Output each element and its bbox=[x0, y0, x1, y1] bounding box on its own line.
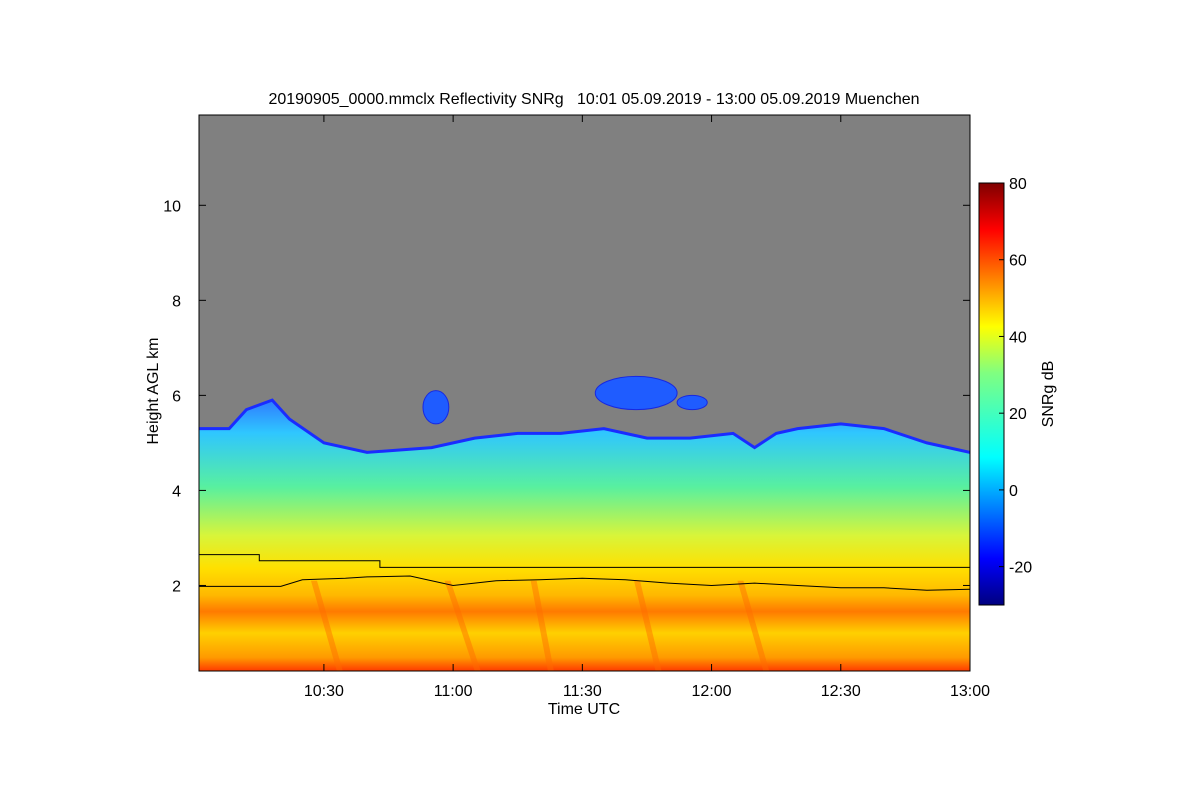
fall-streak bbox=[737, 580, 770, 671]
cloud-region bbox=[199, 400, 970, 671]
cloud-layer bbox=[199, 398, 970, 671]
x-tick-label: 12:30 bbox=[821, 683, 861, 700]
x-tick-label: 10:30 bbox=[304, 683, 344, 700]
cloud-patch bbox=[676, 394, 708, 411]
cloud-patch bbox=[422, 390, 450, 425]
chart-title: 20190905_0000.mmclx Reflectivity SNRg 10… bbox=[268, 91, 919, 108]
colorbar-ticks: -20 0 20 40 60 80 bbox=[999, 176, 1032, 577]
y-tick-label: 6 bbox=[172, 388, 181, 405]
fall-streak bbox=[310, 580, 343, 671]
cloud-patch bbox=[594, 375, 678, 411]
y-tick-label: 8 bbox=[172, 293, 181, 310]
colorbar-tick-label: 40 bbox=[1009, 329, 1027, 346]
colorbar-tick-label: 80 bbox=[1009, 176, 1027, 193]
x-axis-label: Time UTC bbox=[548, 701, 620, 718]
plot-area bbox=[199, 115, 970, 671]
colorbar-tick-label: 0 bbox=[1009, 483, 1018, 500]
y-axis-label: Height AGL km bbox=[145, 337, 162, 444]
series-line bbox=[199, 554, 970, 568]
precipitation-streaks bbox=[310, 580, 770, 671]
cloud-top-edge bbox=[199, 398, 970, 454]
y-tick-label: 4 bbox=[172, 483, 181, 500]
colorbar: -20 0 20 40 60 80 SNRg dB bbox=[978, 176, 1057, 606]
colorbar-label: SNRg dB bbox=[1040, 361, 1057, 428]
fall-streak bbox=[530, 580, 554, 671]
y-axis: 2 4 6 8 10 bbox=[163, 198, 970, 595]
series-line bbox=[199, 575, 970, 591]
fall-streak bbox=[444, 580, 481, 671]
plot-frame bbox=[198, 114, 971, 672]
colorbar-tick-label: 20 bbox=[1009, 406, 1027, 423]
colorbar-tick-label: -20 bbox=[1009, 560, 1032, 577]
y-tick-label: 10 bbox=[163, 198, 181, 215]
colorbar-tick-label: 60 bbox=[1009, 253, 1027, 270]
lines bbox=[199, 554, 970, 591]
y-tick-label: 2 bbox=[172, 578, 181, 595]
colorbar-gradient bbox=[978, 182, 1005, 606]
x-tick-label: 11:00 bbox=[434, 683, 473, 700]
x-tick-label: 13:00 bbox=[950, 683, 990, 700]
fall-streak bbox=[634, 580, 662, 671]
x-axis: 10:30 11:00 11:30 12:00 12:30 13:00 bbox=[304, 115, 990, 700]
x-tick-label: 11:30 bbox=[563, 683, 602, 700]
elevated-cloud-patches bbox=[422, 375, 708, 425]
x-tick-label: 12:00 bbox=[692, 683, 732, 700]
